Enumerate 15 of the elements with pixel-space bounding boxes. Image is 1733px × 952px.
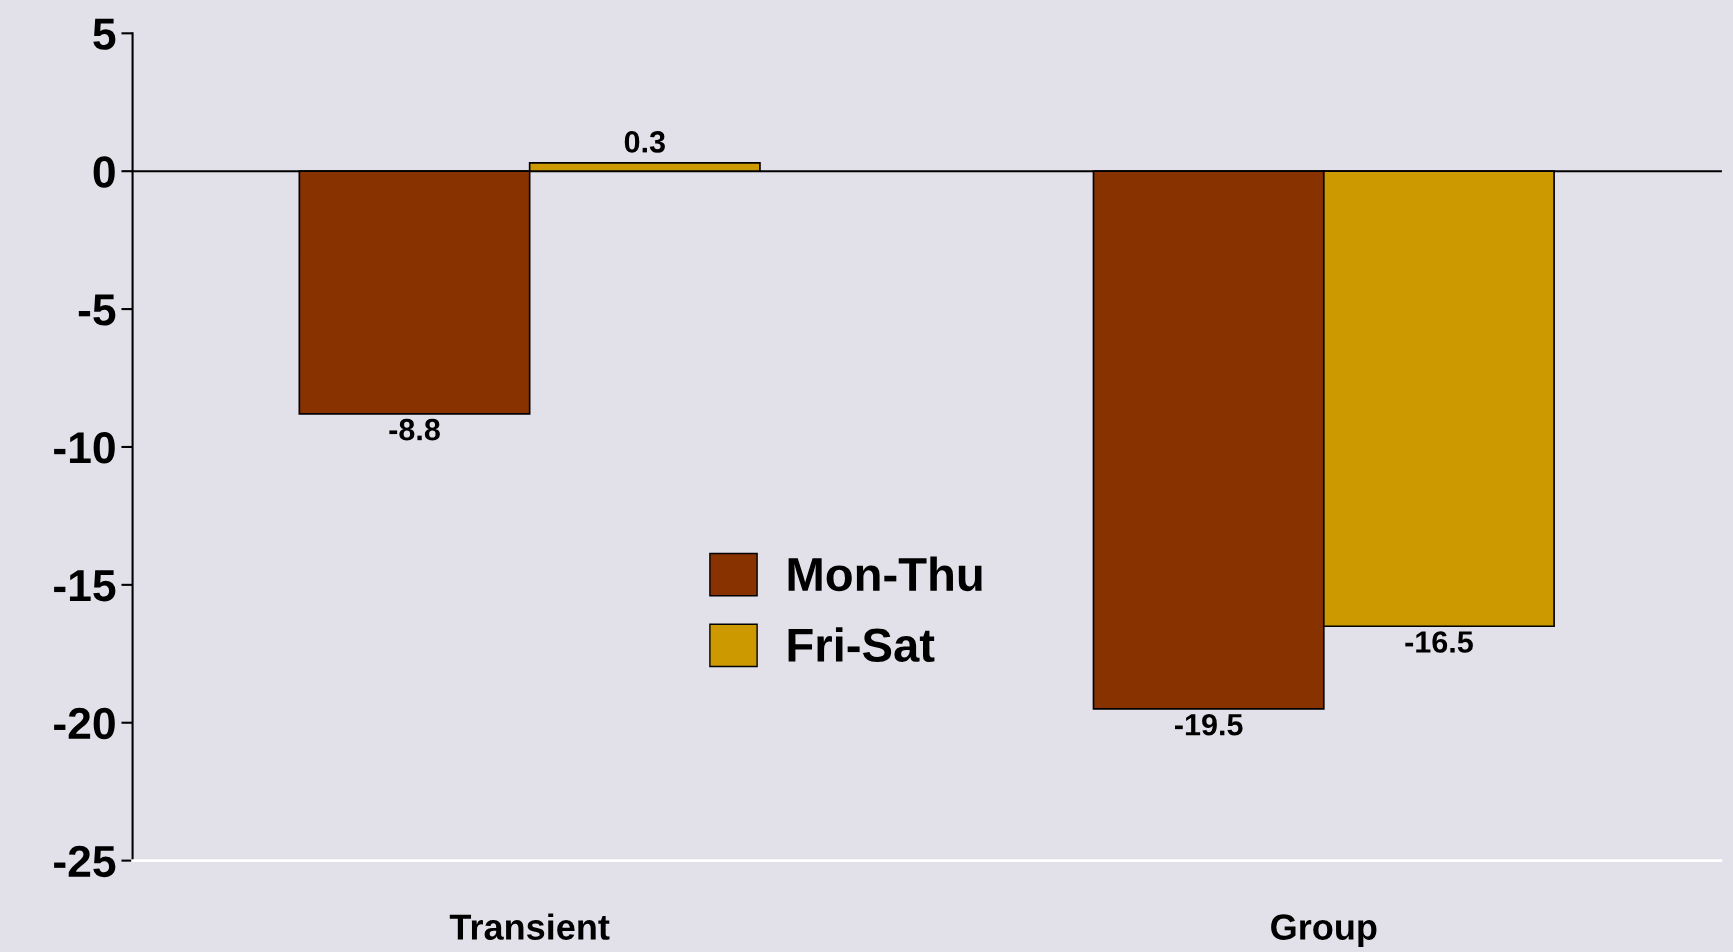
y-tick-label: -15: [54, 570, 116, 602]
y-tick-label: -20: [54, 707, 115, 740]
data-label: 0.3: [624, 131, 665, 153]
legend-label: Mon-Thu: [788, 556, 982, 592]
y-tick-label: -10: [54, 432, 115, 464]
y-tick-label: -25: [54, 845, 116, 878]
data-label: -16.5: [1405, 631, 1473, 653]
y-tick-label: 0: [93, 156, 115, 188]
data-label: -19.5: [1175, 713, 1243, 736]
data-label: -8.8: [389, 418, 440, 441]
x-tick-label: Transient: [449, 913, 610, 940]
legend-label: Fri-Sat: [788, 627, 935, 662]
x-tick-label: Group: [1271, 914, 1377, 948]
y-tick-label: -5: [78, 294, 116, 326]
y-tick-label: 5: [93, 18, 116, 50]
